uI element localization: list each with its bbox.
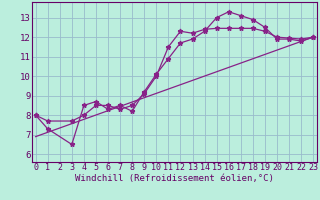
X-axis label: Windchill (Refroidissement éolien,°C): Windchill (Refroidissement éolien,°C) — [75, 174, 274, 183]
